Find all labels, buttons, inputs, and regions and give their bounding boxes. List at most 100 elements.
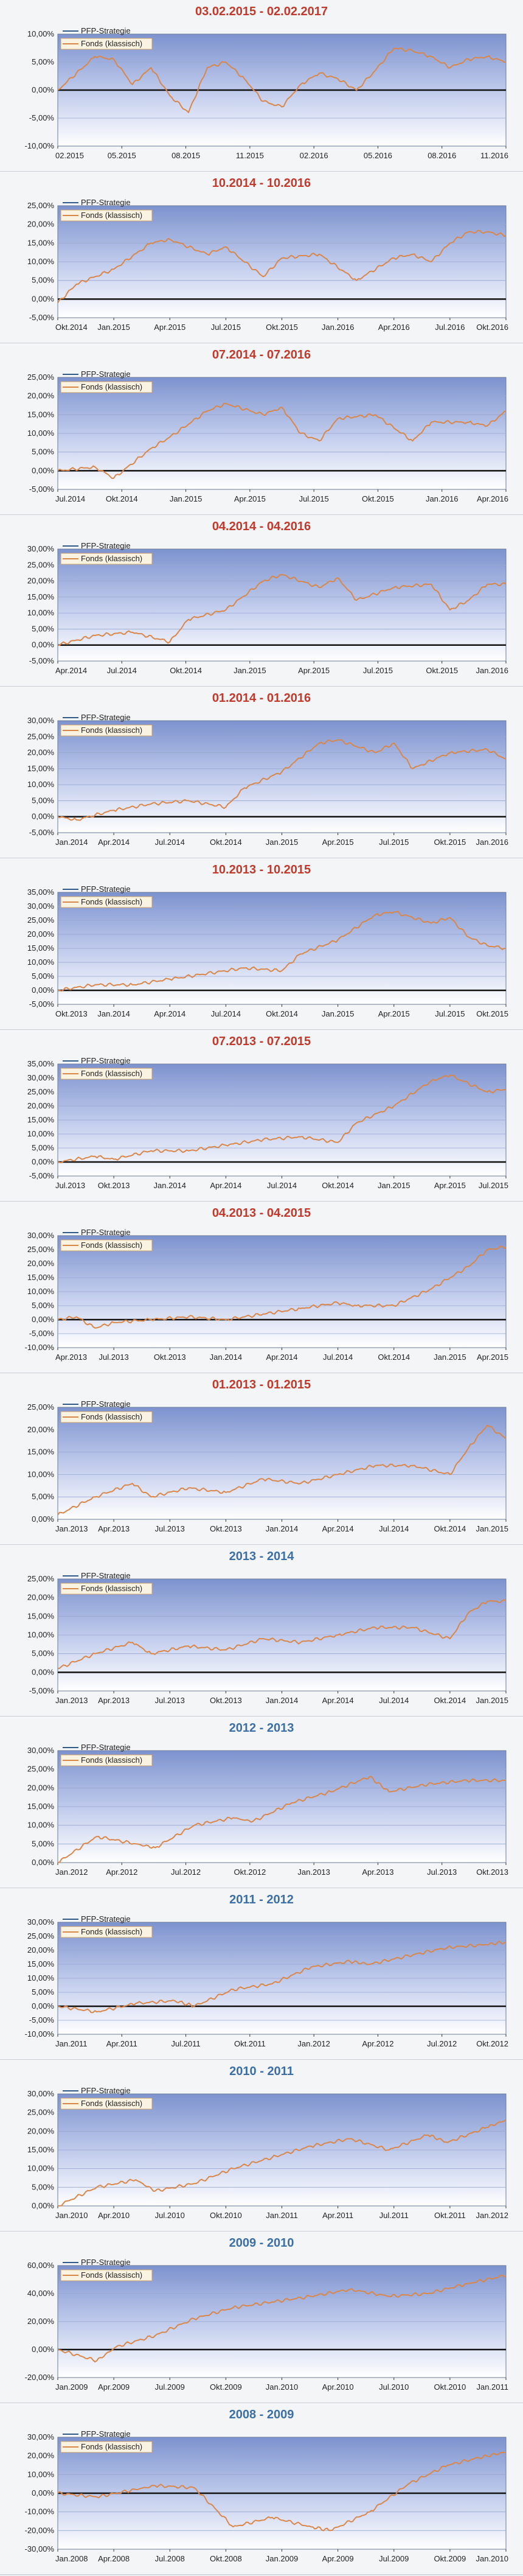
x-tick-label: Apr.2016 bbox=[477, 494, 508, 503]
series-line-fund bbox=[57, 1245, 507, 1329]
y-tick-label: 10,00% bbox=[27, 608, 55, 617]
y-tick-label: 20,00% bbox=[27, 220, 55, 229]
y-tick-label: 5,00% bbox=[32, 971, 54, 981]
y-tick-label: -5,00% bbox=[29, 2015, 55, 2025]
x-tick-label: Jan.2010 bbox=[55, 2211, 88, 2220]
y-tick-label: -10,00% bbox=[25, 2029, 55, 2039]
x-tick-label: Apr.2014 bbox=[154, 1009, 185, 1018]
y-tick-label: 20,00% bbox=[27, 1783, 55, 1792]
x-tick-label: Jul.2014 bbox=[211, 1009, 241, 1018]
x-tick-label: Okt.2012 bbox=[476, 2039, 508, 2048]
y-tick-label: 30,00% bbox=[27, 901, 55, 911]
x-tick-label: Apr.2013 bbox=[55, 1353, 87, 1362]
x-tick-label: Okt.2009 bbox=[434, 2554, 466, 2563]
chart-panel: 01.2013 - 01.2015 25,00% 20,00% 15,00% 10,00… bbox=[0, 1373, 523, 1545]
y-tick-label: 15,00% bbox=[27, 1802, 55, 1811]
x-tick-label: Jan.2012 bbox=[476, 2211, 509, 2220]
legend: PFP-Strategie Fonds (klassisch) bbox=[60, 1743, 153, 1766]
y-tick-label: -5,00% bbox=[29, 1686, 55, 1695]
x-tick-label: Okt.2013 bbox=[154, 1353, 186, 1362]
y-tick-label: 0,00% bbox=[32, 466, 54, 475]
chart-svg: 60,00% 40,00% 20,00% 0,00% -20,00%Jan.2009 Ap… bbox=[25, 2258, 508, 2392]
legend-label-fund: Fonds (klassisch) bbox=[81, 382, 142, 391]
x-tick-label: Jan.2008 bbox=[55, 2554, 88, 2563]
x-tick-label: Apr.2015 bbox=[477, 1353, 508, 1362]
x-tick-label: Okt.2013 bbox=[210, 1524, 242, 1533]
chart-panel: 07.2014 - 07.2016 25,00% 20,00% 15,00% 10,00… bbox=[0, 343, 523, 515]
legend-label-fund: Fonds (klassisch) bbox=[81, 39, 142, 48]
x-tick-label: Okt.2014 bbox=[55, 323, 88, 332]
x-tick-label: Okt.2014 bbox=[170, 666, 202, 675]
chart-svg: 25,00% 20,00% 15,00% 10,00% 5,00% 0,00% -5,00%… bbox=[27, 1571, 508, 1705]
x-tick-label: Jul.2014 bbox=[267, 1181, 297, 1190]
y-tick-label: 20,00% bbox=[27, 1945, 55, 1955]
chart-title: 2008 - 2009 bbox=[229, 2408, 294, 2421]
legend-box-fund bbox=[60, 1926, 153, 1938]
chart-svg: 30,00% 20,00% 10,00% 0,00% -10,00% -20,00% -30… bbox=[25, 2429, 508, 2563]
chart-panel: 2011 - 2012 30,00% 25,00% 20,00% 15,00% 10,00… bbox=[0, 1888, 523, 2060]
y-tick-label: 20,00% bbox=[27, 748, 55, 757]
legend-label-strategy: PFP-Strategie bbox=[81, 2429, 131, 2438]
y-tick-label: -10,00% bbox=[25, 1343, 55, 1352]
x-tick-label: Apr.2015 bbox=[378, 1009, 410, 1018]
y-tick-label: 5,00% bbox=[32, 57, 54, 66]
y-tick-label: 30,00% bbox=[27, 2432, 55, 2441]
chart-panel: 2008 - 2009 30,00% 20,00% 10,00% 0,00% -10,00… bbox=[0, 2403, 523, 2575]
chart-svg: 30,00% 25,00% 20,00% 15,00% 10,00% 5,00% 0,00%… bbox=[27, 1743, 508, 1877]
x-tick-label: Okt.2014 bbox=[378, 1353, 410, 1362]
x-tick-label: Jan.2011 bbox=[476, 2382, 508, 2392]
y-tick-label: 30,00% bbox=[27, 1231, 55, 1240]
chart-title: 01.2013 - 01.2015 bbox=[212, 1378, 311, 1391]
x-tick-label: 08.2015 bbox=[171, 151, 200, 160]
x-tick-label: Jan.2016 bbox=[426, 494, 459, 503]
x-tick-label: Apr.2015 bbox=[434, 1181, 466, 1190]
x-tick-label: Jul.2010 bbox=[379, 2382, 409, 2392]
x-tick-label: Okt.2013 bbox=[210, 1696, 242, 1705]
y-tick-label: 25,00% bbox=[27, 560, 55, 569]
y-tick-label: 15,00% bbox=[27, 1959, 55, 1969]
series-line-fund bbox=[57, 2451, 507, 2532]
y-tick-label: 10,00% bbox=[27, 2164, 55, 2173]
chart-title: 07.2013 - 07.2015 bbox=[212, 1035, 311, 1048]
x-tick-label: Apr.2009 bbox=[98, 2382, 130, 2392]
series-line-fund bbox=[57, 1776, 507, 1863]
y-tick-label: 15,00% bbox=[27, 1447, 55, 1457]
x-tick-label: Okt.2013 bbox=[55, 1009, 88, 1018]
chart-panel: 04.2014 - 04.2016 30,00% 25,00% 20,00% 15,00… bbox=[0, 515, 523, 687]
legend-box-fund bbox=[60, 2441, 153, 2453]
x-tick-label: Jul.2008 bbox=[155, 2554, 185, 2563]
y-tick-label: 25,00% bbox=[27, 1402, 55, 1412]
x-tick-label: Jul.2013 bbox=[427, 1867, 457, 1877]
x-tick-label: 11.2015 bbox=[236, 151, 264, 160]
y-tick-label: 10,00% bbox=[27, 957, 55, 967]
legend-label-strategy: PFP-Strategie bbox=[81, 26, 131, 35]
y-tick-label: 5,00% bbox=[32, 1301, 54, 1310]
legend-label-strategy: PFP-Strategie bbox=[81, 541, 131, 550]
legend-label-fund: Fonds (klassisch) bbox=[81, 726, 142, 735]
y-tick-label: 15,00% bbox=[27, 592, 55, 601]
x-tick-label: Jul.2015 bbox=[211, 323, 241, 332]
y-tick-label: 25,00% bbox=[27, 1087, 55, 1096]
x-tick-label: Jan.2014 bbox=[55, 838, 88, 847]
y-tick-label: 35,00% bbox=[27, 887, 55, 897]
y-tick-label: 0,00% bbox=[32, 294, 54, 303]
y-tick-label: 0,00% bbox=[32, 2001, 54, 2011]
x-tick-label: 05.2016 bbox=[364, 151, 392, 160]
legend: PFP-Strategie Fonds (klassisch) bbox=[60, 1228, 153, 1251]
y-tick-label: 20,00% bbox=[27, 2451, 55, 2460]
y-tick-label: 35,00% bbox=[27, 1059, 55, 1068]
legend-label-strategy: PFP-Strategie bbox=[81, 2258, 131, 2267]
legend-box-fund bbox=[60, 896, 153, 908]
x-tick-label: Okt.2014 bbox=[106, 494, 138, 503]
legend-label-strategy: PFP-Strategie bbox=[81, 1228, 131, 1237]
y-tick-label: 0,00% bbox=[32, 2201, 54, 2210]
y-tick-label: 0,00% bbox=[32, 2488, 54, 2497]
x-tick-label: Jan.2015 bbox=[234, 666, 266, 675]
y-tick-label: 30,00% bbox=[27, 1073, 55, 1082]
y-tick-label: -5,00% bbox=[29, 828, 55, 837]
legend: PFP-Strategie Fonds (klassisch) bbox=[60, 1399, 153, 1423]
y-tick-label: 5,00% bbox=[32, 1649, 54, 1658]
legend-box-fund bbox=[60, 553, 153, 565]
y-tick-label: -10,00% bbox=[25, 141, 55, 150]
chart-svg: 35,00% 30,00% 25,00% 20,00% 15,00% 10,00% 5,00… bbox=[27, 884, 508, 1018]
